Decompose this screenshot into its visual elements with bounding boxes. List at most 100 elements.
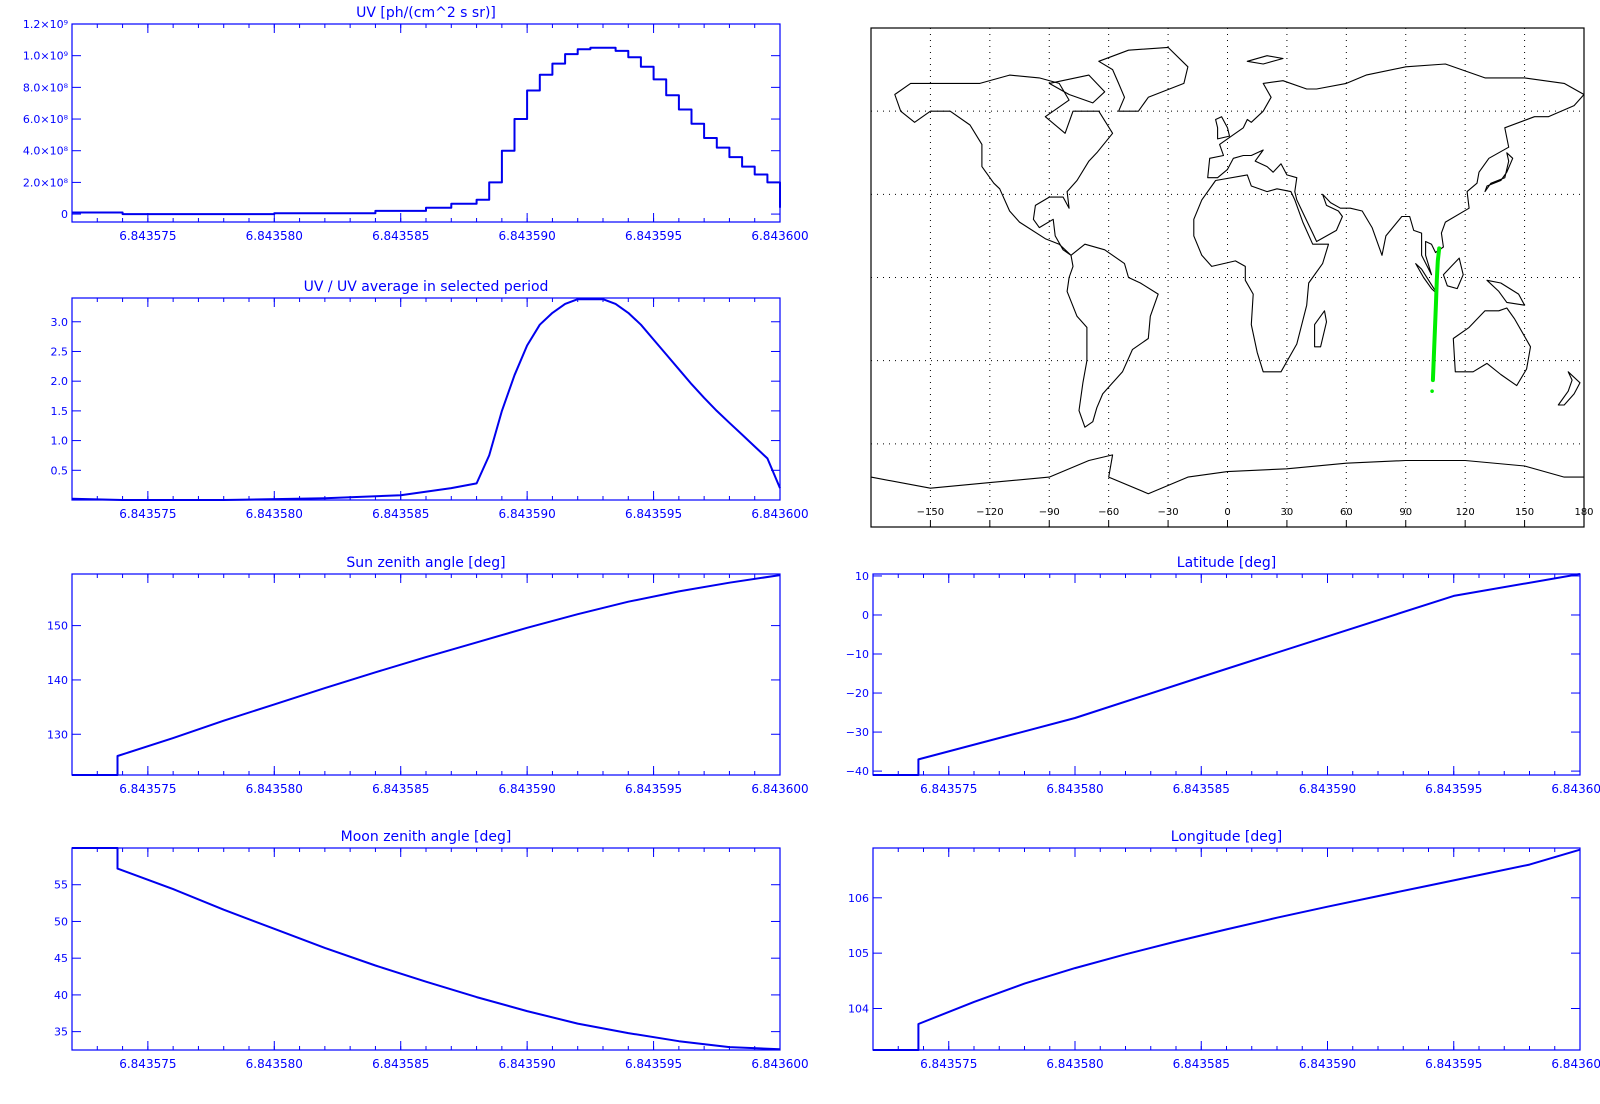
map-x-tick-label: 90 <box>1399 507 1412 518</box>
sun_zenith-x-tick-label: 6.843595 <box>625 782 682 796</box>
latitude-x-tick-label: 6.843585 <box>1173 782 1230 796</box>
moon_zenith-y-tick-label: 50 <box>54 915 68 928</box>
coastline-africa <box>1193 174 1330 373</box>
uv-frame <box>71 23 781 223</box>
map-x-tick-label: 120 <box>1456 507 1475 518</box>
uv_ratio-x-tick-label: 6.843595 <box>625 507 682 521</box>
moon_zenith-x-tick-label: 6.843590 <box>499 1057 556 1071</box>
coastline-antarctica <box>870 454 1584 495</box>
uv-title: UV [ph/(cm^2 s sr)] <box>356 5 496 21</box>
uv-x-tick-label: 6.843600 <box>751 229 808 243</box>
sun_zenith-y-tick-label: 130 <box>47 728 68 741</box>
coastline-borneo <box>1442 257 1464 290</box>
longitude-panel: Longitude [deg] 6.843575 6.843580 6.843585 6… <box>848 829 1600 1071</box>
map-x-tick-label: −60 <box>1098 507 1119 518</box>
map-x-tick-label: 150 <box>1515 507 1534 518</box>
latitude-x-tick-label: 6.843595 <box>1425 782 1482 796</box>
sun_zenith-series-line <box>72 574 781 776</box>
uv_ratio-y-tick-label: 0.5 <box>51 464 69 477</box>
moon_zenith-title: Moon zenith angle [deg] <box>341 829 512 845</box>
ground-track-line <box>1430 246 1442 383</box>
uv_ratio-x-tick-label: 6.843575 <box>119 507 176 521</box>
map-x-tick-label: 0 <box>1224 507 1230 518</box>
coastline-new-guinea <box>1486 279 1526 306</box>
uv-x-tick-label: 6.843595 <box>625 229 682 243</box>
uv_ratio-x-tick-label: 6.843600 <box>751 507 808 521</box>
latitude-y-tick-label: −20 <box>846 687 869 700</box>
sun_zenith-x-tick-label: 6.843600 <box>751 782 808 796</box>
uv-y-tick-label: 8.0×10⁸ <box>23 81 69 94</box>
latitude-y-tick-label: −30 <box>846 726 869 739</box>
uv_ratio-series-line <box>71 298 781 501</box>
coastline-greenland <box>1098 46 1189 112</box>
uv_ratio-panel: UV / UV average in selected period 6.8435… <box>51 279 809 521</box>
uv-y-tick-label: 4.0×10⁸ <box>23 145 69 158</box>
longitude-x-tick-label: 6.843575 <box>920 1057 977 1071</box>
sun_zenith-x-tick-label: 6.843575 <box>119 782 176 796</box>
moon_zenith-y-tick-label: 45 <box>54 952 68 965</box>
uv_ratio-frame <box>71 297 781 501</box>
longitude-x-tick-label: 6.843585 <box>1173 1057 1230 1071</box>
ground-track-start-marker <box>1430 389 1434 393</box>
sun_zenith-x-tick-label: 6.843590 <box>499 782 556 796</box>
uv-y-tick-label: 6.0×10⁸ <box>23 113 69 126</box>
latitude-frame <box>872 573 1581 776</box>
longitude-series-line <box>873 848 1581 1051</box>
moon_zenith-x-tick-label: 6.843600 <box>751 1057 808 1071</box>
uv-x-tick-label: 6.843575 <box>119 229 176 243</box>
uv_ratio-x-tick-label: 6.843585 <box>372 507 429 521</box>
latitude-panel: Latitude [deg] 6.843575 6.843580 6.843585 6.… <box>846 555 1600 796</box>
latitude-title: Latitude [deg] <box>1177 555 1276 571</box>
latitude-x-tick-label: 6.843575 <box>920 782 977 796</box>
longitude-frame <box>872 847 1581 1051</box>
sun_zenith-frame <box>71 573 781 776</box>
uv-x-tick-label: 6.843580 <box>246 229 303 243</box>
sun_zenith-y-tick-label: 150 <box>47 620 68 633</box>
coastline-new-zealand <box>1557 371 1581 406</box>
moon_zenith-x-tick-label: 6.843595 <box>625 1057 682 1071</box>
sun_zenith-panel: Sun zenith angle [deg] 6.843575 6.843580 6.… <box>47 555 809 796</box>
moon_zenith-panel: Moon zenith angle [deg] 6.843575 6.843580 6… <box>54 829 809 1071</box>
coastline-svalbard <box>1246 55 1284 65</box>
uv_ratio-y-tick-label: 3.0 <box>51 316 69 329</box>
longitude-title: Longitude [deg] <box>1171 829 1282 845</box>
coastline-japan <box>1484 152 1514 193</box>
latitude-y-tick-label: 10 <box>855 570 869 583</box>
coastline-madagascar <box>1314 310 1328 348</box>
moon_zenith-frame <box>71 847 781 1051</box>
sun_zenith-x-tick-label: 6.843585 <box>372 782 429 796</box>
sun_zenith-x-tick-label: 6.843580 <box>246 782 303 796</box>
longitude-x-tick-label: 6.843600 <box>1551 1057 1600 1071</box>
map-x-tick-label: −120 <box>976 507 1003 518</box>
longitude-y-tick-label: 104 <box>848 1002 869 1015</box>
moon_zenith-y-tick-label: 40 <box>54 989 68 1002</box>
uv_ratio-y-tick-label: 1.0 <box>51 435 69 448</box>
uv_ratio-y-tick-label: 2.5 <box>51 345 69 358</box>
map-x-tick-label: −90 <box>1039 507 1060 518</box>
uv_ratio-title: UV / UV average in selected period <box>304 279 549 295</box>
map-x-tick-label: 30 <box>1281 507 1294 518</box>
latitude-x-tick-label: 6.843580 <box>1046 782 1103 796</box>
moon_zenith-x-tick-label: 6.843575 <box>119 1057 176 1071</box>
coastline-baffin-island <box>1048 74 1106 104</box>
coastline-eurasia <box>1207 63 1585 276</box>
latitude-y-tick-label: 0 <box>862 609 869 622</box>
moon_zenith-series-line <box>72 847 781 1051</box>
moon_zenith-x-tick-label: 6.843585 <box>372 1057 429 1071</box>
uv_ratio-x-tick-label: 6.843580 <box>246 507 303 521</box>
longitude-y-tick-label: 106 <box>848 892 869 905</box>
uv_ratio-y-tick-label: 2.0 <box>51 375 69 388</box>
uv_ratio-x-tick-label: 6.843590 <box>499 507 556 521</box>
uv-x-tick-label: 6.843585 <box>372 229 429 243</box>
longitude-y-tick-label: 105 <box>848 947 869 960</box>
uv-y-tick-label: 1.0×10⁹ <box>23 50 68 63</box>
uv-y-tick-label: 0 <box>61 208 68 221</box>
latitude-y-tick-label: −40 <box>846 765 869 778</box>
latitude-y-tick-label: −10 <box>846 648 869 661</box>
longitude-x-tick-label: 6.843590 <box>1299 1057 1356 1071</box>
moon_zenith-x-tick-label: 6.843580 <box>246 1057 303 1071</box>
uv-y-tick-label: 2.0×10⁸ <box>23 176 69 189</box>
uv-x-tick-label: 6.843590 <box>499 229 556 243</box>
